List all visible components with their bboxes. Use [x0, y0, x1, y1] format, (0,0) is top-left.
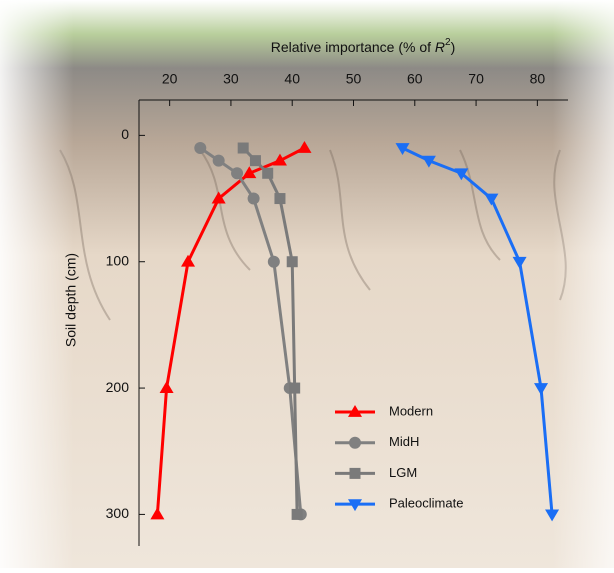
marker	[289, 382, 301, 394]
marker	[349, 436, 361, 449]
x-label-end: )	[451, 39, 456, 55]
marker	[194, 142, 207, 155]
x-axis-label: Relative importance (% of R2)	[271, 37, 456, 55]
legend-label: Paleoclimate	[389, 496, 463, 511]
marker	[421, 155, 436, 168]
y-tick-label: 100	[106, 252, 130, 268]
x-tick-label: 30	[223, 71, 239, 87]
marker	[545, 509, 560, 522]
marker	[159, 381, 174, 393]
marker	[211, 191, 226, 204]
marker	[349, 467, 361, 479]
x-label-r: R	[435, 39, 445, 55]
marker	[237, 142, 249, 154]
marker	[262, 167, 274, 179]
marker	[297, 141, 312, 153]
marker	[242, 166, 257, 179]
marker	[454, 168, 469, 181]
marker	[348, 499, 362, 512]
marker	[249, 155, 261, 167]
x-label-sup: 2	[445, 37, 451, 48]
marker	[274, 193, 286, 205]
marker	[212, 154, 225, 167]
marker	[291, 508, 303, 520]
marker	[286, 256, 298, 268]
marker	[267, 255, 280, 268]
marker	[348, 405, 362, 417]
x-tick-label: 20	[162, 71, 178, 87]
marker	[272, 153, 287, 166]
marker	[395, 143, 410, 156]
legend-label: Modern	[389, 403, 433, 418]
marker	[181, 254, 196, 267]
legend-label: LGM	[389, 465, 417, 480]
marker	[484, 193, 499, 206]
x-tick-label: 60	[407, 71, 423, 87]
marker	[247, 192, 260, 205]
marker	[150, 507, 165, 520]
x-tick-label: 50	[346, 71, 362, 87]
x-tick-label: 70	[468, 71, 484, 87]
x-tick-label: 80	[530, 71, 546, 87]
x-tick-label: 40	[284, 71, 300, 87]
legend-label: MidH	[389, 434, 419, 449]
y-tick-label: 300	[106, 505, 130, 521]
marker	[512, 256, 527, 269]
marker	[231, 167, 244, 180]
y-tick-label: 0	[121, 126, 129, 142]
x-label-text: Relative importance (% of	[271, 39, 435, 55]
y-axis-label: Soil depth (cm)	[63, 253, 79, 347]
marker	[534, 383, 549, 396]
y-tick-label: 200	[106, 379, 130, 395]
